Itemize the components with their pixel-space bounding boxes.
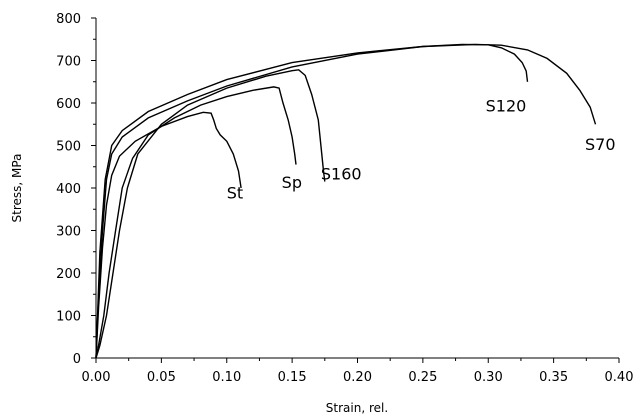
x-tick-label: 0.10 bbox=[212, 370, 241, 385]
curve-sp bbox=[95, 86, 297, 359]
y-tick-label: 600 bbox=[56, 97, 81, 112]
curve-s120 bbox=[95, 43, 529, 359]
y-tick-label: 400 bbox=[56, 182, 81, 197]
x-tick-label: 0.25 bbox=[408, 370, 437, 385]
curve-label-s160: S160 bbox=[321, 165, 362, 184]
curve-label-s120: S120 bbox=[486, 97, 527, 116]
curve-s70 bbox=[95, 43, 597, 359]
x-tick-label: 0.40 bbox=[605, 370, 633, 385]
x-tick-label: 0.20 bbox=[343, 370, 372, 385]
axes bbox=[95, 18, 619, 359]
curve-label-st: St bbox=[227, 184, 243, 203]
x-tick-label: 0.30 bbox=[474, 370, 503, 385]
curves bbox=[95, 43, 597, 359]
x-tick-label: 0.05 bbox=[147, 370, 176, 385]
y-tick-label: 300 bbox=[56, 225, 81, 240]
y-tick-label: 800 bbox=[56, 12, 81, 27]
x-tick-label: 0.15 bbox=[278, 370, 307, 385]
y-tick-label: 500 bbox=[56, 140, 81, 155]
curve-st bbox=[95, 111, 242, 359]
ticks: 0.00 0.05 0.10 0.15 0.20 0.25 0.30 0.35 0.40 0 100… bbox=[56, 12, 633, 385]
labels: St Sp S160 S120 S70 bbox=[227, 97, 616, 203]
x-tick-label: 0.35 bbox=[539, 370, 568, 385]
curve-s160 bbox=[95, 69, 326, 359]
y-axis-title: Stress, MPa bbox=[10, 154, 24, 223]
curve-label-sp: Sp bbox=[282, 173, 302, 192]
y-tick-label: 200 bbox=[56, 267, 81, 282]
x-axis-title: Strain, rel. bbox=[326, 401, 388, 415]
x-tick-label: 0.00 bbox=[82, 370, 111, 385]
y-tick-label: 100 bbox=[56, 310, 81, 325]
y-tick-label: 700 bbox=[56, 55, 81, 70]
y-tick-label: 0 bbox=[73, 352, 81, 367]
curve-label-s70: S70 bbox=[585, 135, 616, 154]
